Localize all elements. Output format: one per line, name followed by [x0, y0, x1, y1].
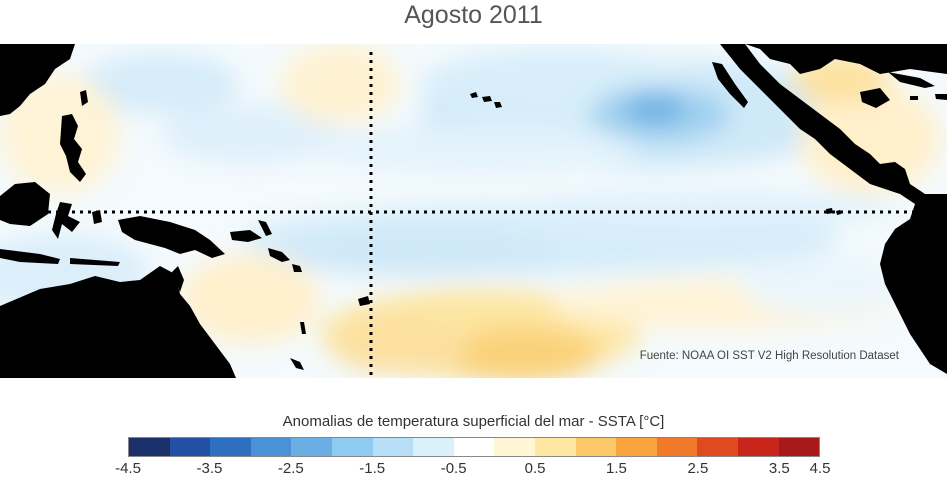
land-galapagos	[826, 208, 833, 214]
land-philippines	[60, 114, 86, 182]
colorbar-swatch	[291, 438, 332, 456]
land-north-america	[700, 44, 947, 74]
colorbar-tick-label: 0.5	[524, 460, 546, 477]
land-cuba	[888, 72, 935, 88]
colorbar-tick-label: 3.5	[768, 460, 790, 477]
colorbar-swatch	[534, 438, 576, 456]
colorbar-tick-label: -4.5	[115, 460, 141, 477]
map-title: Agosto 2011	[404, 1, 543, 29]
source-note: Fuente: NOAA OI SST V2 High Resolution D…	[639, 350, 899, 362]
land-mexico	[720, 44, 947, 374]
land-maluku	[92, 210, 102, 224]
anomaly-field	[0, 44, 940, 378]
colorbar-ticks: -4.5 -3.5 -2.5 -1.5 -0.5 0.5 1.5 2.5 3.5 4.5	[0, 460, 947, 480]
land-hispaniola	[935, 94, 947, 100]
land-hawaii-2	[482, 96, 492, 102]
land-java	[0, 249, 60, 264]
land-baja	[712, 62, 748, 108]
colorbar-tick-label: 4.5	[809, 460, 831, 477]
ssta-map	[0, 44, 947, 378]
colorbar-tick-label: 1.5	[606, 460, 627, 477]
land-taiwan	[80, 90, 88, 106]
land-borneo	[0, 182, 50, 226]
land-fiji	[358, 296, 370, 306]
land-yucatan	[860, 88, 890, 108]
colorbar	[128, 437, 820, 457]
land-new-caledonia	[290, 358, 304, 370]
land-australia	[0, 266, 236, 378]
land-new-britain	[230, 230, 262, 242]
land-hawaii-1	[470, 92, 478, 98]
colorbar-swatch	[169, 438, 211, 456]
colorbar-swatch	[453, 438, 495, 456]
colorbar-tick-label: 2.5	[687, 460, 709, 477]
colorbar-swatch	[778, 438, 820, 456]
land-solomons	[268, 248, 290, 262]
land-asia	[0, 44, 75, 116]
colorbar-swatch	[494, 438, 535, 456]
colorbar-tick-label: -0.5	[440, 460, 467, 477]
land-galapagos-2	[836, 210, 841, 215]
colorbar-tick-label: -1.5	[359, 460, 386, 477]
land-hawaii-3	[494, 102, 502, 108]
land-lesser-sunda	[70, 258, 120, 266]
colorbar-swatch	[575, 438, 617, 456]
colorbar-swatch	[656, 438, 698, 456]
colorbar-swatch	[413, 438, 454, 456]
land-cape-york	[172, 266, 184, 292]
colorbar-tick-label: -2.5	[277, 460, 304, 477]
colorbar-swatch	[210, 438, 251, 456]
colorbar-label: Anomalias de temperatura superficial del…	[282, 413, 665, 430]
land-new-ireland	[258, 220, 272, 236]
colorbar-swatch	[250, 438, 292, 456]
land-masses-solid	[0, 44, 947, 378]
colorbar-swatch	[372, 438, 414, 456]
land-vanuatu	[300, 322, 306, 334]
land-solomons-2	[292, 264, 302, 272]
land-new-guinea	[118, 216, 225, 258]
colorbar-swatch	[331, 438, 373, 456]
colorbar-swatch	[616, 438, 657, 456]
colorbar-swatch	[697, 438, 738, 456]
colorbar-swatch	[737, 438, 779, 456]
colorbar-tick-label: -3.5	[196, 460, 223, 477]
colorbar-swatch	[129, 438, 170, 456]
land-jamaica	[910, 96, 918, 100]
